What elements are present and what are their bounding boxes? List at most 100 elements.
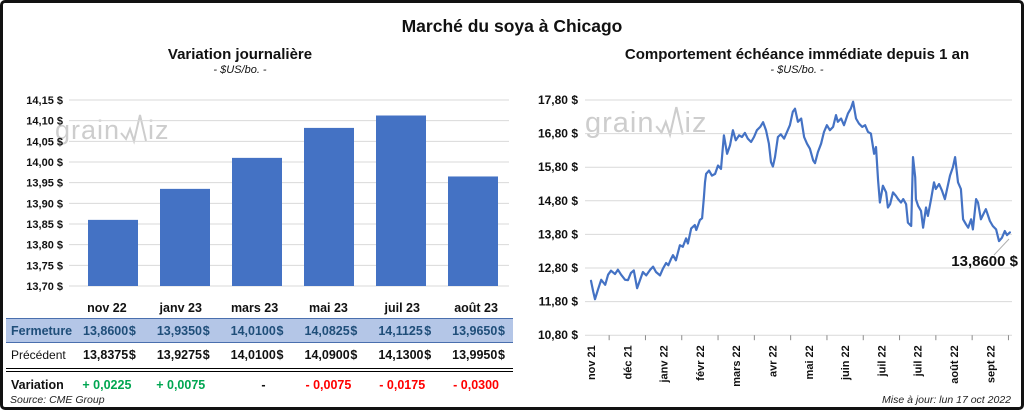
column-header: juil 23 <box>384 300 420 315</box>
double-rule <box>6 368 513 372</box>
currency-sign: $ <box>498 323 505 338</box>
x-axis-label: janv 22 <box>659 345 671 383</box>
y-axis-label: 15,80 $ <box>538 160 578 174</box>
price-value: 13,9650 <box>452 323 498 338</box>
column-header: mai 23 <box>308 300 348 315</box>
bar-chart-subtitle: - $US/bo. - <box>213 64 267 76</box>
table-row: Précédent 13,8375 $13,9275 $14,0100 $14,0900… <box>6 343 513 367</box>
row-label: Variation <box>11 377 64 392</box>
y-axis-label: 14,15 $ <box>26 95 63 107</box>
currency-sign: $ <box>350 323 358 338</box>
price-value: 14,0100 <box>230 348 276 362</box>
price-cell: 14,0900 $ <box>292 348 366 362</box>
watermark-left: grain iz <box>55 113 170 147</box>
price-cell: 14,1125 $ <box>365 324 439 338</box>
x-axis-label: mars 22 <box>731 345 743 387</box>
price-line <box>589 100 1011 301</box>
y-axis-label: 13,90 $ <box>26 198 63 210</box>
table-row: Fermeture 13,8600 $13,9350 $14,0100 $14,0825… <box>6 318 513 343</box>
y-axis-label: 14,10 $ <box>26 116 63 128</box>
price-value: 13,8375 <box>83 348 129 362</box>
source-note: Source: CME Group <box>10 394 105 406</box>
y-axis-label: 11,80 $ <box>539 295 579 309</box>
watermark-text: iz <box>684 106 708 139</box>
price-value: 14,0100 <box>230 323 276 338</box>
price-cell: 13,9650 $ <box>439 324 513 338</box>
line-chart-subtitle: - $US/bo. - <box>770 64 824 76</box>
price-cell: 13,9950 $ <box>439 348 513 362</box>
column-header: nov 22 <box>87 300 127 315</box>
currency-sign: $ <box>128 348 136 362</box>
line-chart-svg: 17,80 $ 16,80 $ 15,80 $ 14,80 $ 13,80 $ 12,80… <box>538 93 1019 387</box>
currency-sign: $ <box>498 348 505 362</box>
variation-value: - 0,0075 <box>305 377 352 392</box>
table-row: Variation + 0,0225 + 0,0075 - - 0,0075 - 0,01… <box>6 373 513 396</box>
currency-sign: $ <box>128 323 136 338</box>
price-cell: 13,9350 $ <box>144 324 218 338</box>
bar <box>448 176 498 286</box>
line-chart-title: Comportement échéance immédiate depuis 1… <box>624 46 970 63</box>
price-cell: 13,8600 $ <box>70 324 144 338</box>
currency-sign: $ <box>424 348 432 362</box>
y-axis-label: 14,80 $ <box>538 194 578 208</box>
variation-value: - 0,0175 <box>379 377 426 392</box>
bar-chart-title: Variation journalière <box>167 46 313 63</box>
y-axis-label: 10,80 $ <box>538 328 578 342</box>
variation-value: + 0,0075 <box>156 377 206 392</box>
price-cell: 13,9275 $ <box>144 348 218 362</box>
watermark-text: grain <box>55 114 121 145</box>
page-title: Marché du soya à Chicago <box>401 16 623 36</box>
bar <box>160 188 210 286</box>
bar <box>376 115 426 286</box>
bar <box>88 219 138 286</box>
y-axis-label: 14,00 $ <box>26 157 63 169</box>
watermark-zigzag-icon <box>654 106 684 139</box>
bar <box>232 157 282 286</box>
bar <box>304 127 354 287</box>
column-header: août 23 <box>454 300 498 315</box>
price-value: 13,8600 <box>83 323 129 338</box>
y-axis-label: 13,75 $ <box>26 260 63 272</box>
watermark-text: iz <box>148 114 170 145</box>
y-axis-label: 13,70 $ <box>26 281 63 293</box>
x-axis-label: août 22 <box>949 345 961 384</box>
updated-note: Mise à jour: lun 17 oct 2022 <box>882 394 1011 406</box>
price-value: 13,9950 <box>452 348 498 362</box>
price-cell: 14,1300 $ <box>365 348 439 362</box>
bar-chart-svg: 14,15 $ 14,10 $ 14,05 $ 14,00 $ 13,95 $ 13,90… <box>26 95 509 293</box>
price-value: 13,9350 <box>156 323 203 338</box>
price-value: 14,0825 <box>304 323 350 338</box>
table-header-row: nov 22 janv 23 mars 23 mai 23 juil 23 août 23 <box>6 297 513 318</box>
row-label: Précédent <box>11 348 66 362</box>
watermark-zigzag-icon <box>120 114 148 145</box>
variation-value: - 0,0300 <box>453 377 500 392</box>
currency-sign: $ <box>424 323 432 338</box>
currency-sign: $ <box>350 348 358 362</box>
price-value: 13,9275 <box>156 348 203 362</box>
currency-sign: $ <box>276 323 284 338</box>
variation-value: + 0,0225 <box>82 377 132 392</box>
y-axis-label: 14,05 $ <box>26 136 63 148</box>
price-cell: 13,8375 $ <box>70 348 144 362</box>
row-label: Fermeture <box>11 323 73 338</box>
price-value: 14,0900 <box>304 348 350 362</box>
last-value-label: 13,8600 $ <box>951 253 1018 270</box>
price-cell: 14,0825 $ <box>292 324 366 338</box>
x-axis-label: déc 21 <box>622 345 634 379</box>
y-axis-label: 13,80 $ <box>538 227 578 241</box>
x-axis-label: nov 21 <box>586 345 598 380</box>
x-axis-label: sept 22 <box>985 345 997 383</box>
currency-sign: $ <box>202 348 210 362</box>
price-value: 14,1125 <box>378 323 423 338</box>
column-header: mars 23 <box>230 300 279 315</box>
y-axis-label: 17,80 $ <box>538 93 578 107</box>
y-axis-label: 13,85 $ <box>26 219 63 231</box>
y-axis-label: 13,95 $ <box>26 178 63 190</box>
column-header: janv 23 <box>159 300 202 315</box>
price-cell: 14,0100 $ <box>218 324 292 338</box>
x-axis-label: févr 22 <box>695 345 707 380</box>
y-axis-label: 16,80 $ <box>538 127 578 141</box>
annotation-leader <box>993 238 1010 256</box>
currency-sign: $ <box>276 348 284 362</box>
